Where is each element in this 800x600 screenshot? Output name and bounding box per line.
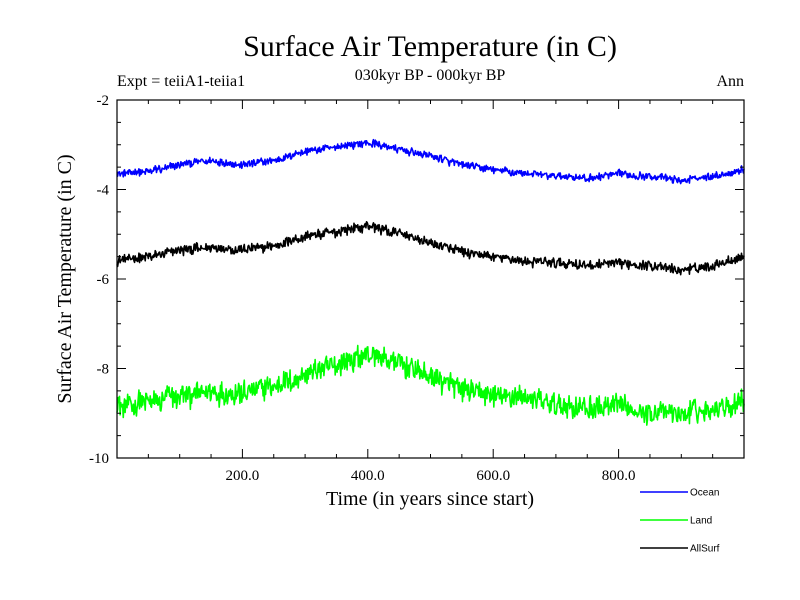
y-tick-label: -8 <box>97 362 110 378</box>
legend-label-land: Land <box>690 516 712 527</box>
chart-subtitle: 030kyr BP - 000kyr BP <box>355 67 506 84</box>
x-axis-label: Time (in years since start) <box>326 488 534 510</box>
y-tick-label: -10 <box>89 451 109 467</box>
series-line-allsurf <box>116 221 745 276</box>
legend-label-allsurf: AllSurf <box>690 544 720 555</box>
axis-ticks: 200.0 400.0 600.0 800.0 -2 -4 -6 -8 -10 <box>89 93 744 484</box>
experiment-label: Expt = teiiA1-teiia1 <box>117 73 245 90</box>
y-tick-label: -6 <box>97 272 110 288</box>
series-line-ocean <box>116 138 745 185</box>
legend-label-ocean: Ocean <box>690 488 719 499</box>
y-tick-label: -2 <box>97 93 110 109</box>
period-label: Ann <box>716 73 744 90</box>
y-axis-label: Surface Air Temperature (in C) <box>54 154 76 403</box>
plot-area <box>116 138 745 426</box>
chart-title: Surface Air Temperature (in C) <box>243 30 617 63</box>
y-tick-label: -4 <box>97 183 110 199</box>
legend: Ocean Land AllSurf <box>640 488 720 555</box>
x-tick-label: 400.0 <box>351 468 385 484</box>
x-tick-label: 600.0 <box>476 468 510 484</box>
x-tick-label: 800.0 <box>602 468 636 484</box>
series-line-land <box>116 344 745 426</box>
x-tick-label: 200.0 <box>226 468 260 484</box>
